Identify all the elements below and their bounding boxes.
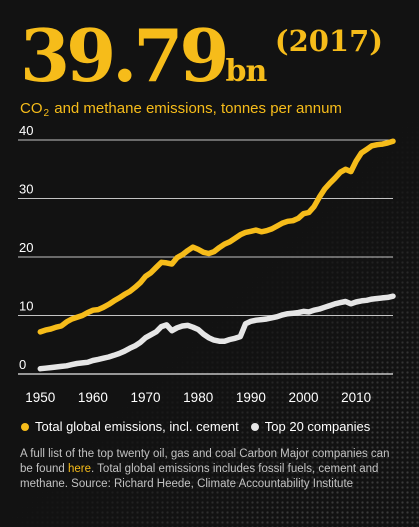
headline-value: 39.79 [20,13,229,98]
legend-swatch-top20 [250,422,259,431]
headline-unit: bn [225,54,267,89]
series-line-top-20-companies [37,293,396,372]
x-tick-label-1990: 1990 [236,390,266,405]
legend-label-top20: Top 20 companies [264,419,371,434]
y-tick-label-10: 10 [19,299,33,314]
y-tick-label-0: 0 [19,357,26,372]
y-tick-label-40: 40 [19,125,33,138]
legend-swatch-total [21,422,29,431]
footnote-text-after: . Total global emissions includes fossil… [20,463,379,490]
y-tick-label-20: 20 [19,240,33,255]
series-line-total-global-emissions [37,138,396,335]
x-tick-label-1970: 1970 [131,390,161,405]
legend-label-total: Total global emissions, incl. cement [35,419,239,434]
footnote-link[interactable]: here [67,463,91,475]
headline: 39.79bn [20,13,267,98]
subtitle-suffix: and methane emissions, tonnes per annum [50,100,342,117]
subtitle-prefix: CO [20,100,43,117]
subtitle-subscript: 2 [43,108,50,119]
headline-year: (2017) [274,24,383,58]
x-tick-label-1950: 1950 [25,390,55,405]
x-tick-label-2010: 2010 [341,390,371,405]
emissions-line-chart: 0 10 20 30 40 1950 1960 1970 1980 1990 2000 2010 [18,125,396,405]
y-tick-label-30: 30 [19,182,33,197]
legend-item-top20: Top 20 companies [250,419,371,434]
x-tick-label-1980: 1980 [183,390,213,405]
chart-subtitle: CO2 and methane emissions, tonnes per an… [20,100,342,119]
footnote-text-before: A full list of the top twenty oil, gas a… [20,448,390,475]
x-tick-label-1960: 1960 [78,390,108,405]
chart-legend: Total global emissions, incl. cement Top… [21,419,382,434]
x-tick-label-2000: 2000 [288,390,318,405]
legend-item-total: Total global emissions, incl. cement [21,419,239,434]
footnote: A full list of the top twenty oil, gas a… [20,447,405,492]
